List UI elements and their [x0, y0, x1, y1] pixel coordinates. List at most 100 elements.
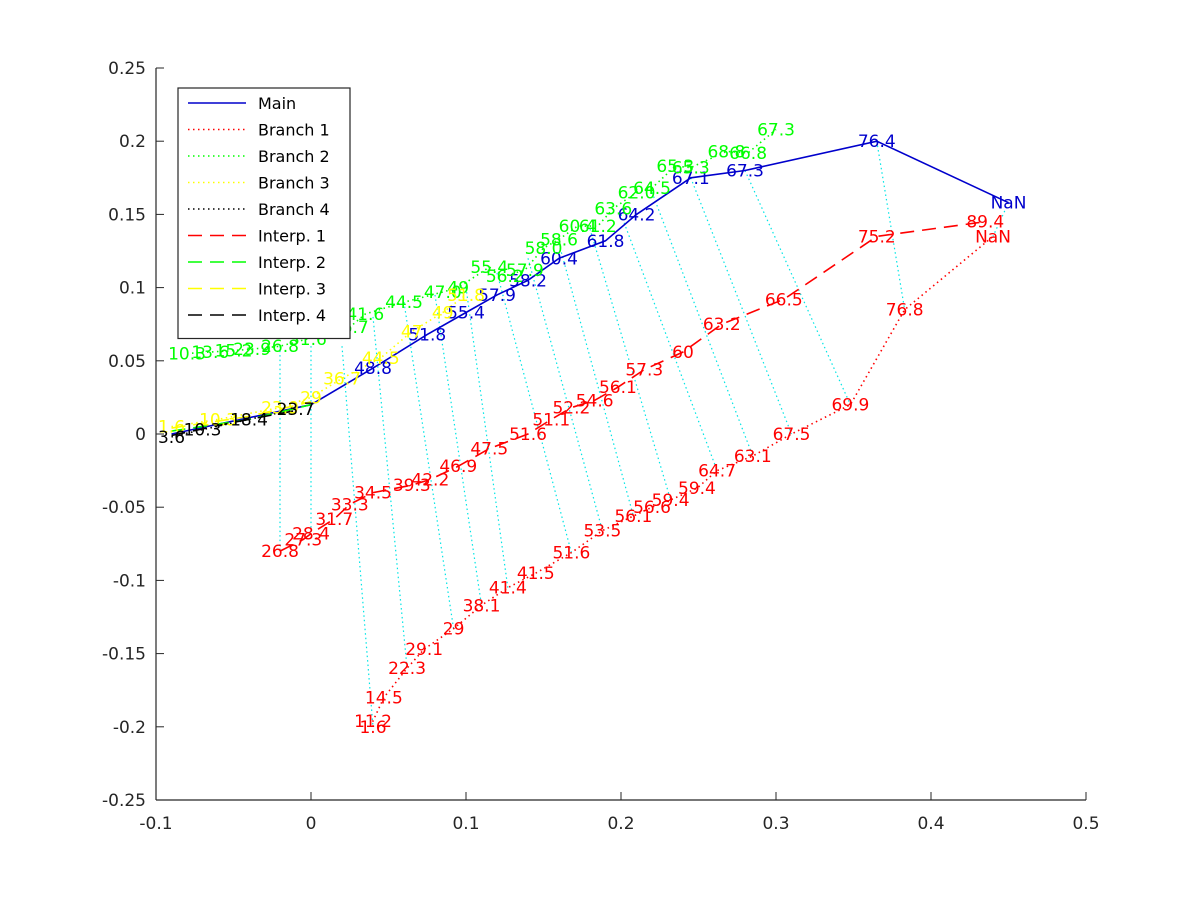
- data-label: 67.5: [773, 425, 811, 445]
- data-label: 13.6: [191, 343, 229, 363]
- data-label: 65.3: [656, 157, 694, 177]
- data-label: 60.4: [559, 217, 597, 237]
- data-label: 15.2: [215, 342, 253, 362]
- data-label: 10.3: [168, 344, 206, 364]
- data-label: 57.3: [625, 361, 663, 381]
- data-label: 58.6: [540, 230, 578, 250]
- data-label: 42.2: [411, 470, 449, 490]
- y-tick-label: -0.05: [102, 498, 146, 518]
- connector-line: [992, 202, 1010, 237]
- data-label: 69.9: [831, 396, 869, 416]
- data-label: 49: [447, 279, 469, 299]
- legend-label: Interp. 2: [258, 253, 326, 272]
- series-lines: [171, 128, 1009, 727]
- data-label: 34.5: [354, 484, 392, 504]
- series-line-main: [171, 140, 1009, 435]
- legend-label: Branch 2: [258, 147, 330, 166]
- data-label: 36.7: [323, 369, 361, 389]
- connector-line: [589, 228, 672, 501]
- data-label: 67.1: [672, 169, 710, 189]
- data-label: 27.3: [284, 530, 322, 550]
- data-label: 33.3: [331, 495, 369, 515]
- data-label: 41.5: [517, 564, 555, 584]
- legend-label: Branch 4: [258, 200, 330, 219]
- series-line-interp-1: [279, 220, 986, 552]
- data-label: 46.9: [439, 457, 477, 477]
- data-label: 26.8: [261, 542, 299, 562]
- connector-line: [690, 177, 793, 435]
- data-label: 76.4: [858, 132, 896, 152]
- connector-line: [465, 287, 509, 588]
- data-label: 63.1: [734, 447, 772, 467]
- data-label: 47: [401, 323, 423, 343]
- data-label: 29.1: [405, 640, 443, 660]
- data-label: 67.3: [757, 120, 795, 140]
- data-label: 67.3: [726, 161, 764, 181]
- legend-label: Branch 3: [258, 174, 330, 193]
- data-label: 64.2: [618, 205, 656, 225]
- data-label: 47.5: [470, 440, 508, 460]
- data-label: 3.6: [158, 428, 185, 448]
- data-label: 23.9: [261, 399, 299, 419]
- data-label: 56.2: [486, 267, 524, 287]
- data-label: NaN: [991, 194, 1027, 214]
- legend-label: Branch 1: [258, 121, 330, 140]
- data-labels: 48.851.855.457.958.260.461.864.267.1 67.3…: [158, 120, 1026, 737]
- data-label: 28.4: [292, 525, 330, 545]
- data-label: 1.6: [359, 718, 386, 738]
- connector-line: [372, 316, 408, 669]
- connector-line: [744, 170, 851, 405]
- legend-box: [177, 87, 351, 340]
- data-label: 51.8: [447, 286, 485, 306]
- legend-label: Main: [258, 94, 296, 113]
- x-tick-label: 0.3: [762, 814, 789, 834]
- data-label: 23.7: [277, 400, 315, 420]
- x-tick-label: 0.4: [917, 814, 944, 834]
- data-label: 68.8: [707, 142, 745, 162]
- x-tick-label: -0.1: [139, 814, 172, 834]
- data-label: 66.8: [729, 144, 767, 164]
- data-label: 59.4: [678, 479, 716, 499]
- data-label: 1.6: [158, 418, 185, 438]
- data-label: 41.4: [489, 579, 527, 599]
- data-label: 18.4: [230, 410, 268, 430]
- y-tick-label: 0.25: [108, 59, 146, 79]
- data-label: 89.4: [966, 213, 1004, 233]
- connector-line: [651, 192, 754, 457]
- data-label: 60: [672, 343, 694, 363]
- data-label: 44.5: [362, 349, 400, 369]
- data-label: 44.5: [385, 293, 423, 313]
- y-tick-label: 0: [135, 425, 146, 445]
- x-tick-label: 0: [306, 814, 317, 834]
- data-label: 56.1: [614, 507, 652, 527]
- data-label: 10.3: [199, 410, 237, 430]
- x-tick-label: 0.5: [1072, 814, 1099, 834]
- legend-label: Interp. 3: [258, 280, 326, 299]
- data-label: 56.6: [633, 498, 671, 518]
- data-label: 62.0: [618, 183, 656, 203]
- y-tick-label: -0.2: [113, 718, 146, 738]
- data-label: 22.3: [388, 659, 426, 679]
- data-label: 51.1: [532, 410, 570, 430]
- data-label: 49: [432, 303, 454, 323]
- data-label: 26.8: [261, 337, 299, 357]
- data-label: 64.7: [698, 462, 736, 482]
- legend-label: Interp. 4: [258, 306, 326, 325]
- data-label: 52.2: [552, 399, 590, 419]
- y-tick-label: 0.05: [108, 352, 146, 372]
- data-label: 61.2: [579, 217, 617, 237]
- connector-lines: [279, 141, 1010, 727]
- connector-line: [496, 272, 572, 553]
- data-label: 53.5: [583, 522, 621, 542]
- data-label: 23.9: [233, 340, 271, 360]
- connector-line: [876, 141, 906, 310]
- data-label: 29: [443, 620, 465, 640]
- connector-line: [434, 294, 483, 606]
- data-label: 48.8: [354, 359, 392, 379]
- data-label: 55.4: [447, 303, 485, 323]
- data-label: 63.2: [703, 315, 741, 335]
- data-label: 31.7: [315, 510, 353, 530]
- data-label: 64.5: [633, 179, 671, 199]
